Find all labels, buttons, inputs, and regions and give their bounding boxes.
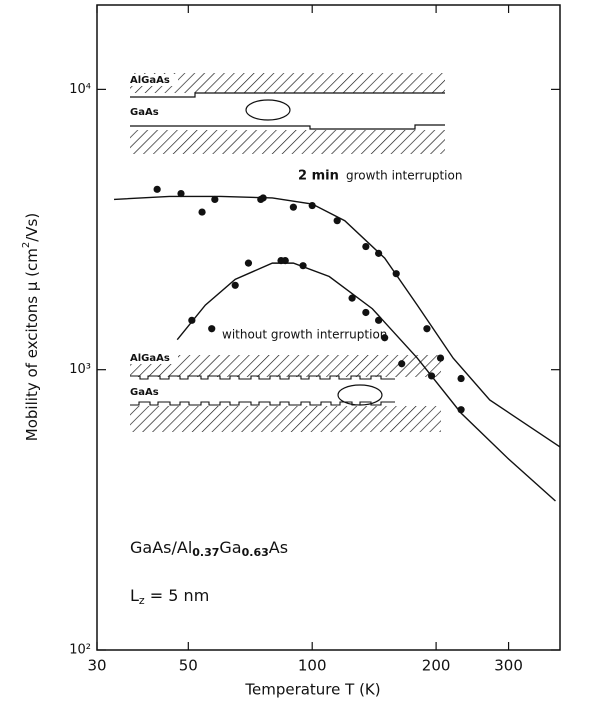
inset-label: AlGaAs [130, 75, 170, 86]
inset-label: GaAs [130, 387, 159, 398]
x-tick-label: 50 [179, 657, 198, 675]
data-point [244, 259, 253, 267]
plot-frame [96, 4, 561, 651]
y-tick-label: 10² [69, 643, 91, 658]
inset-label: AlGaAs [130, 353, 170, 364]
data-point [281, 257, 289, 265]
data-point [457, 374, 465, 383]
fit-curve [176, 262, 556, 502]
x-tick-label: 300 [494, 657, 523, 675]
composition: GaAs/Al0.37Ga0.63As [130, 538, 288, 560]
inset-smooth [130, 73, 445, 154]
y-tick-label: 10⁴ [69, 82, 91, 97]
x-tick-label: 100 [298, 657, 327, 675]
y-tick-label: 10³ [69, 362, 91, 377]
inset-label-bg [128, 74, 178, 398]
x-tick-label: 200 [422, 657, 451, 675]
data-point [198, 208, 206, 216]
annotation: 2 min [298, 169, 339, 184]
well-width: Lz = 5 nm [130, 586, 209, 608]
data-point [231, 281, 239, 289]
data-point [423, 325, 431, 333]
data-point [348, 294, 356, 302]
annotation: growth interruption [346, 169, 462, 183]
data-point [153, 185, 161, 193]
data-point [398, 360, 406, 368]
x-axis-label: Temperature T (K) [244, 681, 380, 699]
data-point [436, 354, 445, 362]
y-axis-label: Mobility of excitons μ (cm2/Vs) [21, 213, 41, 441]
inset-rough [130, 355, 441, 432]
data-point [381, 334, 389, 342]
inset-label: GaAs [130, 107, 159, 118]
x-tick-label: 30 [87, 657, 106, 675]
data-point [211, 195, 219, 204]
data-point [333, 217, 341, 225]
data-point [177, 189, 185, 198]
annotation: without growth interruption [222, 328, 387, 342]
data-point [362, 308, 370, 317]
fit-curve [113, 195, 561, 448]
data-point [362, 242, 370, 251]
data-point [208, 325, 216, 333]
data-point [289, 203, 297, 211]
